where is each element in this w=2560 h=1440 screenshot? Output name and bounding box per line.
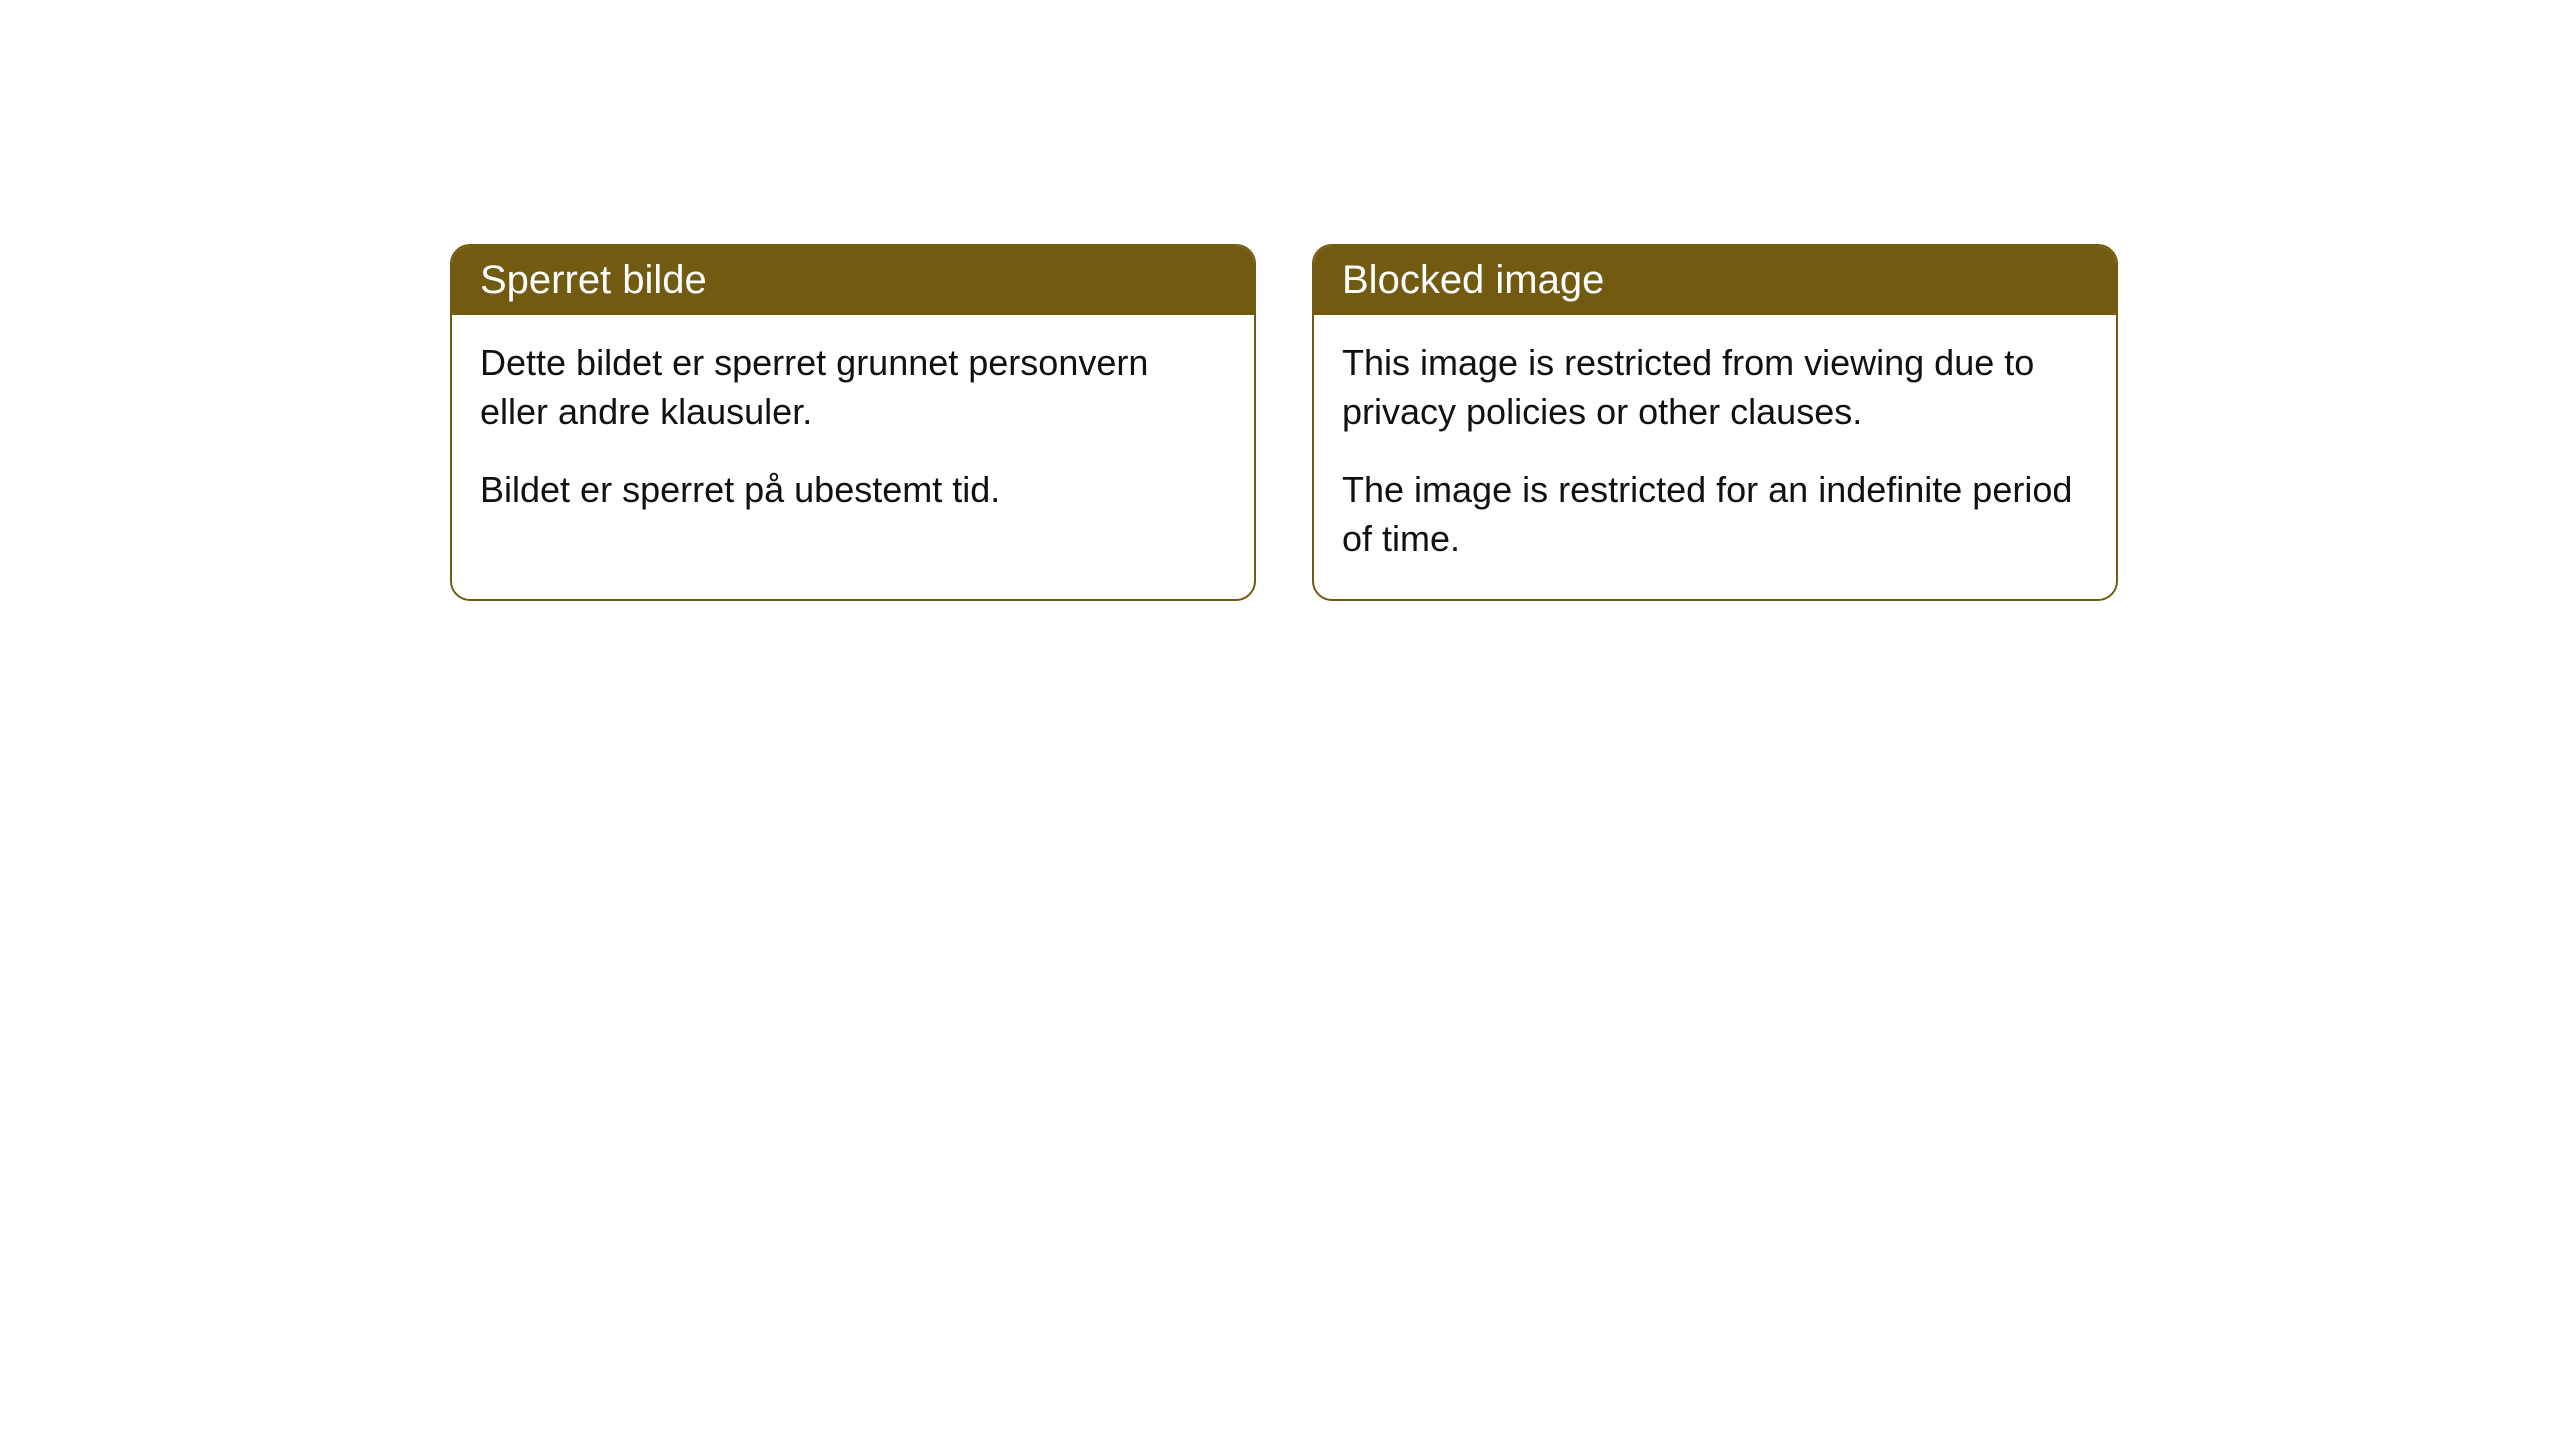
notice-card-norwegian: Sperret bilde Dette bildet er sperret gr… [450,244,1256,601]
card-title: Sperret bilde [480,258,707,302]
notice-cards-container: Sperret bilde Dette bildet er sperret gr… [450,244,2118,601]
card-paragraph: Bildet er sperret på ubestemt tid. [480,466,1226,515]
card-paragraph: This image is restricted from viewing du… [1342,339,2088,436]
card-body: This image is restricted from viewing du… [1314,315,2116,599]
card-header: Blocked image [1314,246,2116,315]
card-body: Dette bildet er sperret grunnet personve… [452,315,1254,551]
card-header: Sperret bilde [452,246,1254,315]
card-paragraph: The image is restricted for an indefinit… [1342,466,2088,563]
card-paragraph: Dette bildet er sperret grunnet personve… [480,339,1226,436]
notice-card-english: Blocked image This image is restricted f… [1312,244,2118,601]
card-title: Blocked image [1342,258,1604,302]
